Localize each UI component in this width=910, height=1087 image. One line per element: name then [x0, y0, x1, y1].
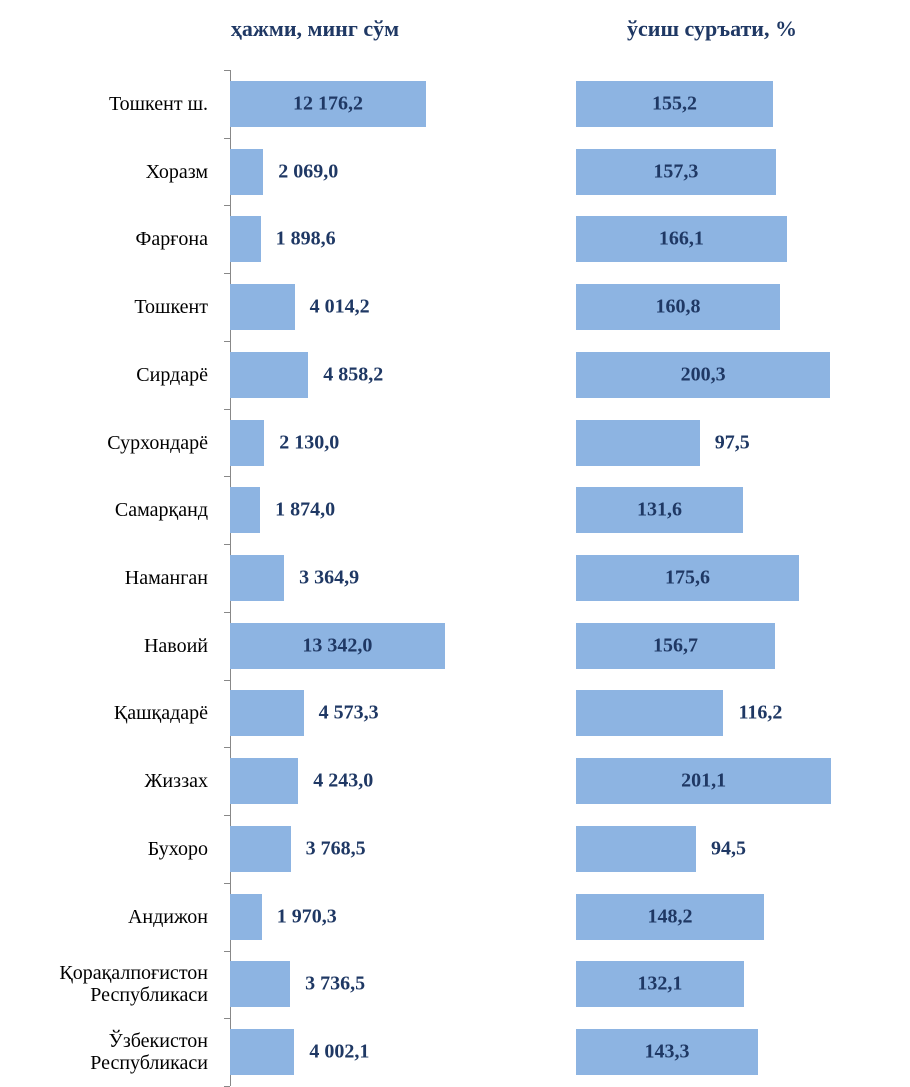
value-label: 3 736,5	[305, 972, 366, 995]
axis-tick	[224, 544, 230, 546]
value-label: 200,3	[680, 363, 726, 386]
bar	[230, 284, 295, 331]
category-label: Тошкент ш.	[108, 92, 208, 115]
bar	[576, 758, 832, 805]
value-label: 201,1	[681, 769, 727, 792]
bar	[230, 148, 264, 195]
axis-tick	[224, 815, 230, 817]
bar	[576, 419, 700, 466]
value-label: 155,2	[651, 92, 697, 115]
axis-tick	[224, 476, 230, 478]
category-label: Ўзбекистон Республикаси	[90, 1030, 208, 1075]
value-label: 12 176,2	[293, 92, 364, 115]
axis-tick	[224, 950, 230, 952]
value-label: 2 130,0	[279, 431, 340, 454]
bar	[576, 351, 831, 398]
category-label: Бухоро	[147, 837, 208, 860]
value-label: 13 342,0	[302, 634, 373, 657]
category-label: Қашқадарё	[113, 702, 208, 725]
bar	[230, 893, 262, 940]
bar	[576, 825, 696, 872]
category-label: Фарғона	[135, 228, 208, 251]
category-label: Наманган	[124, 567, 208, 589]
axis-tick	[224, 408, 230, 410]
category-label: Самарқанд	[114, 499, 208, 522]
value-label: 160,8	[655, 295, 701, 318]
value-label: 4 014,2	[309, 295, 370, 318]
bar	[576, 961, 744, 1008]
bar	[576, 148, 776, 195]
chart-title: ўсиш суръати, %	[627, 16, 797, 41]
value-label: 4 858,2	[323, 363, 384, 386]
bar	[576, 893, 765, 940]
bar	[230, 1029, 295, 1076]
bar	[230, 80, 427, 127]
value-label: 1 898,6	[275, 227, 336, 250]
axis-tick	[224, 679, 230, 681]
category-label: Сурхондарё	[107, 431, 208, 454]
axis-tick	[224, 747, 230, 749]
value-label: 97,5	[714, 431, 750, 454]
axis-tick	[224, 273, 230, 275]
axis-tick	[224, 70, 230, 71]
category-label: Навоий	[143, 634, 208, 657]
bar	[230, 555, 285, 601]
bar	[230, 758, 299, 805]
value-label: 131,6	[637, 498, 682, 521]
axis-tick	[224, 1018, 230, 1020]
value-label: 148,2	[647, 905, 693, 928]
axis-tick	[224, 340, 230, 342]
value-label: 175,6	[664, 566, 710, 589]
bar	[576, 690, 724, 737]
value-label: 4 002,1	[309, 1040, 370, 1063]
value-label: 4 573,3	[318, 701, 379, 724]
value-label: 2 069,0	[278, 160, 339, 183]
value-label: 143,3	[644, 1040, 690, 1063]
value-label: 3 768,5	[305, 837, 366, 860]
bar	[230, 825, 291, 872]
bar	[230, 487, 261, 534]
category-label: Сирдарё	[136, 363, 208, 386]
category-label: Қорақалпоғистон Республикаси	[59, 962, 208, 1007]
bar	[230, 351, 309, 398]
value-label: 166,1	[658, 227, 704, 250]
value-label: 156,7	[652, 634, 698, 657]
bar	[576, 80, 773, 127]
bar	[576, 555, 799, 601]
bar	[576, 1029, 758, 1076]
category-label: Жиззах	[144, 770, 208, 793]
axis-tick	[224, 611, 230, 613]
value-label: 94,5	[710, 837, 746, 860]
value-label: 116,2	[738, 701, 783, 724]
bar	[230, 622, 445, 669]
category-label: Тошкент	[134, 296, 208, 319]
bar	[576, 622, 775, 669]
axis-tick	[224, 882, 230, 884]
bar	[230, 419, 265, 466]
category-label: Андижон	[127, 905, 208, 928]
value-label: 1 970,3	[276, 905, 337, 928]
value-label: 157,3	[653, 160, 699, 183]
bar	[230, 216, 261, 263]
category-label: Хоразм	[145, 160, 208, 183]
bar	[576, 487, 744, 534]
bar	[576, 284, 781, 331]
bar	[576, 216, 787, 263]
bar	[230, 690, 304, 737]
value-label: 4 243,0	[313, 769, 374, 792]
value-label: 1 874,0	[275, 498, 336, 521]
value-label: 132,1	[637, 972, 683, 995]
axis-tick	[224, 137, 230, 139]
value-label: 3 364,9	[299, 566, 360, 589]
bar	[230, 961, 291, 1008]
axis-tick	[224, 205, 230, 207]
chart-title: ҳажми, минг сўм	[230, 16, 400, 41]
